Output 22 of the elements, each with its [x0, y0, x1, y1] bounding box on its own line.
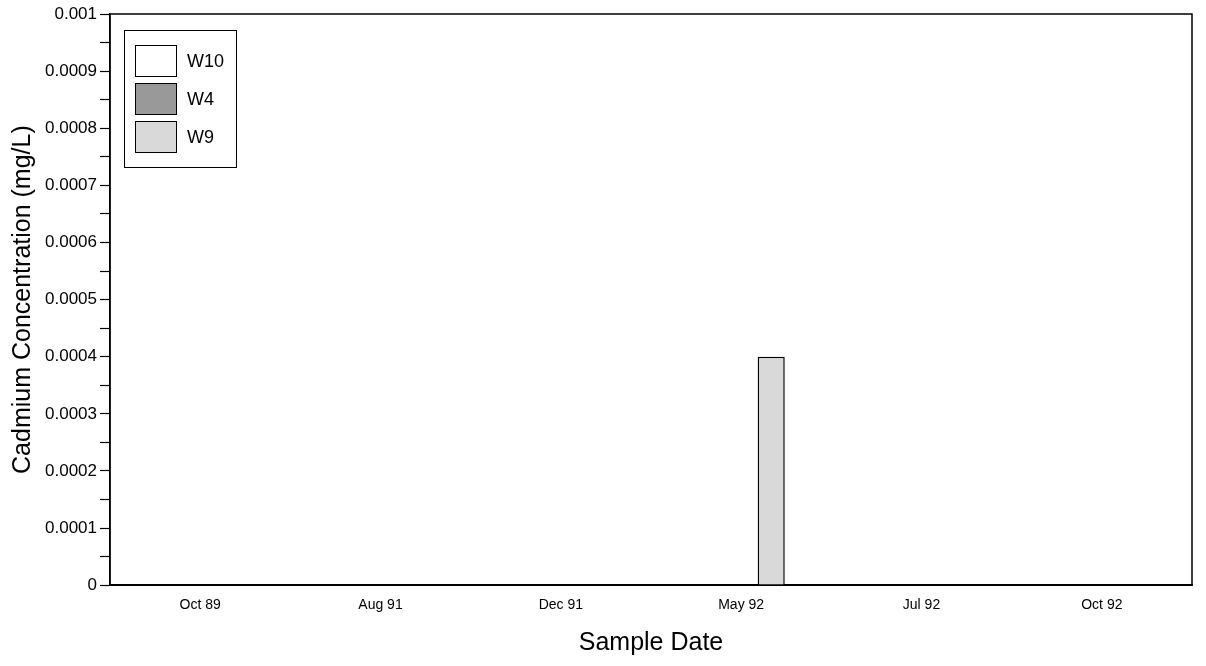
y-tick-label: 0.0003	[45, 403, 97, 423]
x-axis-title: Sample Date	[578, 626, 724, 655]
y-tick-label: 0.0005	[45, 289, 97, 309]
y-tick-label: 0.0001	[45, 517, 97, 537]
x-tick-label: Oct 89	[179, 596, 221, 613]
y-tick-label: 0.001	[54, 3, 97, 23]
legend-label: W9	[187, 126, 214, 148]
y-tick-label: 0.0007	[45, 175, 97, 195]
y-tick-label: 0.0009	[45, 60, 97, 80]
legend-label: W4	[187, 88, 214, 110]
y-tick-label: 0.0006	[45, 232, 97, 252]
x-tick-label: Oct 92	[1081, 596, 1123, 613]
y-tick-label: 0.0002	[45, 460, 97, 480]
x-tick-label: Aug 91	[358, 596, 403, 613]
y-tick-label: 0.0004	[45, 346, 97, 366]
y-tick-label: 0.0008	[45, 117, 97, 137]
x-tick-label: Dec 91	[538, 596, 584, 613]
x-tick-label: May 92	[718, 596, 765, 613]
y-axis-title: Cadmium Concentration (mg/L)	[6, 125, 35, 474]
legend-label: W10	[187, 50, 225, 72]
y-tick-label: 0	[87, 574, 97, 594]
x-tick-label: Jul 92	[902, 596, 941, 613]
